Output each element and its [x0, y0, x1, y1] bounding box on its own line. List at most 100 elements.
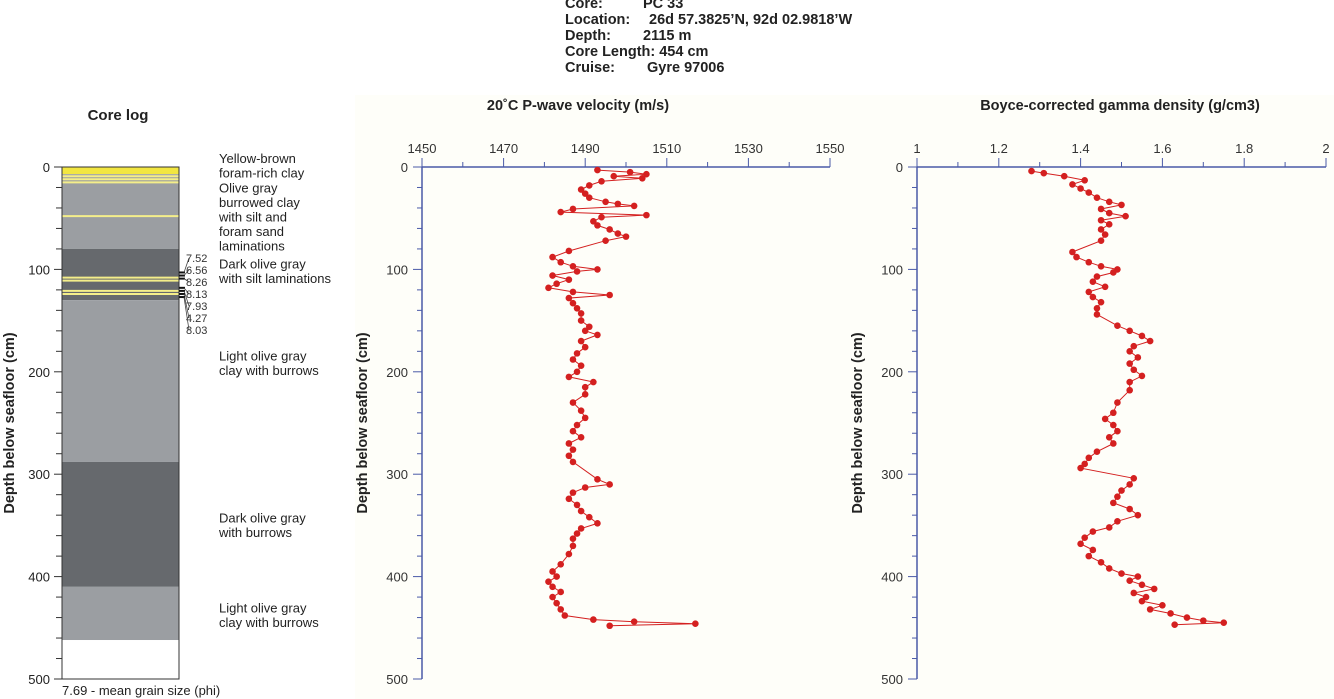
- data-point: [549, 253, 556, 261]
- data-point: [1110, 440, 1117, 447]
- data-point: [1114, 427, 1121, 435]
- data-point: [561, 612, 569, 619]
- x-tick-label: 1.6: [1153, 141, 1171, 156]
- data-point: [1126, 505, 1133, 513]
- x-tick-label: 1.4: [1072, 141, 1090, 156]
- data-point: [553, 573, 560, 580]
- data-point: [577, 310, 585, 317]
- metadata-row: Depth: 2115 m: [565, 28, 852, 44]
- data-point: [1110, 499, 1117, 507]
- data-point: [1089, 546, 1097, 554]
- data-point: [1110, 409, 1117, 417]
- data-point: [1089, 528, 1097, 535]
- data-point: [1085, 189, 1093, 196]
- data-point: [1220, 619, 1228, 626]
- data-point: [581, 391, 589, 398]
- data-point: [1081, 534, 1088, 541]
- data-point: [581, 484, 589, 491]
- data-point: [557, 258, 565, 266]
- metadata-key: Depth:: [565, 28, 611, 44]
- data-point: [630, 202, 638, 210]
- lithology-description: Olive gray: [219, 180, 278, 195]
- data-point: [630, 618, 638, 625]
- data-point: [577, 317, 585, 324]
- data-point: [1077, 464, 1084, 472]
- core-y-tick-label: 200: [28, 365, 50, 380]
- data-point: [557, 561, 565, 568]
- data-point: [569, 427, 577, 435]
- core-column-outline: [61, 166, 180, 680]
- data-point: [581, 190, 589, 197]
- data-point: [598, 213, 605, 221]
- data-point: [598, 178, 605, 185]
- data-point: [594, 331, 601, 339]
- grain-size-label: 6.56: [186, 265, 207, 277]
- core-y-tick-label: 300: [28, 467, 50, 482]
- lithology-description: laminations: [219, 238, 285, 253]
- data-point: [1069, 181, 1076, 188]
- data-point: [569, 535, 577, 543]
- data-point: [1110, 421, 1117, 429]
- core-footnote: 7.69 - mean grain size (phi): [62, 683, 220, 698]
- data-point: [557, 208, 565, 216]
- core-layer-dark: [62, 248, 179, 301]
- data-point: [573, 530, 581, 537]
- data-point: [553, 599, 560, 607]
- grain-size-label: 7.52: [186, 253, 207, 265]
- data-point: [1118, 570, 1125, 577]
- core-metadata: Core: PC 33 Location: 26d 57.3825’N, 92d 02…: [565, 0, 852, 76]
- data-point: [1073, 253, 1080, 261]
- x-tick-label: 1.8: [1235, 141, 1253, 156]
- y-tick-label: 500: [386, 672, 408, 687]
- data-point: [1130, 589, 1138, 597]
- data-point: [581, 327, 589, 335]
- metadata-row: Core Length: 454 cm: [565, 44, 852, 60]
- grain-size-label: 8.26: [186, 277, 207, 289]
- data-point: [1097, 558, 1105, 566]
- data-point: [1130, 342, 1138, 350]
- data-point: [1118, 201, 1125, 209]
- data-point: [569, 299, 577, 307]
- lithology-description: Dark olive gray: [219, 256, 306, 271]
- lithology-description: Yellow-brown: [219, 151, 296, 166]
- data-point: [577, 186, 585, 193]
- data-point: [1093, 273, 1101, 280]
- core-layer-light: [62, 586, 179, 641]
- data-point: [1093, 448, 1101, 455]
- data-point: [1085, 258, 1093, 266]
- metadata-row: Core: PC 33: [565, 0, 852, 12]
- plot-background: [355, 95, 1334, 699]
- data-point: [1101, 231, 1109, 238]
- data-point: [594, 266, 601, 273]
- y-tick-label: 200: [386, 365, 408, 380]
- data-point: [1114, 322, 1121, 330]
- data-point: [569, 458, 577, 466]
- data-point: [606, 291, 613, 299]
- grain-size-label: 7.93: [186, 301, 207, 313]
- data-point: [585, 323, 593, 331]
- x-tick-label: 1.2: [990, 141, 1008, 156]
- data-point: [553, 280, 560, 288]
- lithology-description: with burrows: [218, 525, 292, 540]
- core-layer-dark: [62, 461, 179, 587]
- y-tick-label: 400: [386, 570, 408, 585]
- grain-size-label: 8.03: [186, 325, 207, 337]
- data-point: [590, 616, 597, 623]
- data-point: [1081, 460, 1088, 468]
- data-point: [1097, 216, 1105, 224]
- data-point: [1105, 221, 1113, 228]
- data-point: [610, 172, 618, 180]
- data-point: [1126, 386, 1133, 394]
- data-point: [565, 550, 573, 558]
- grain-size-leader: [183, 278, 190, 283]
- data-point: [594, 476, 601, 483]
- y-tick-label: 0: [401, 160, 408, 175]
- data-point: [1081, 177, 1088, 184]
- data-point: [1105, 209, 1113, 217]
- data-point: [573, 350, 581, 357]
- lithology-description: Dark olive gray: [219, 510, 306, 525]
- data-point: [1130, 474, 1138, 482]
- data-point: [1171, 621, 1178, 629]
- data-point: [565, 452, 573, 460]
- data-point: [1097, 298, 1105, 306]
